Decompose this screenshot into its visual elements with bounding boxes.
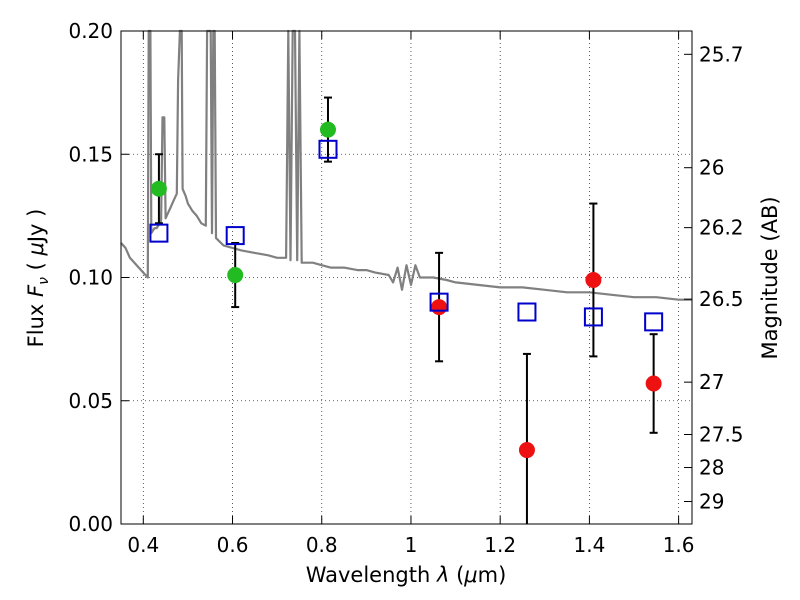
y-tick-label: 0.20 — [68, 19, 113, 43]
y-axis-label: Flux Fν ( μJy ) — [24, 209, 52, 348]
mag-tick-label: 26.5 — [699, 287, 744, 311]
spectrum-line — [120, 29, 692, 301]
mag-tick-label: 26.2 — [699, 216, 744, 240]
model-spectrum — [120, 29, 692, 301]
y2-axis-label: Magnitude (AB) — [758, 196, 782, 359]
x-tick-label: 1.4 — [573, 533, 605, 557]
x-tick-label: 0.6 — [217, 533, 249, 557]
mag-tick-label: 28 — [699, 456, 724, 480]
x-tick-label: 0.8 — [306, 533, 338, 557]
y-axis-ticks: 0.00 0.05 0.10 0.15 0.20 — [68, 19, 129, 536]
x-tick-label: 1 — [405, 533, 418, 557]
nir-flux-point — [585, 271, 602, 288]
x-axis-label: Wavelength λ (μm) — [306, 563, 507, 587]
nir-flux-point — [645, 375, 662, 392]
x-tick-label: 1.6 — [663, 533, 695, 557]
model-box-marker — [517, 302, 537, 322]
mag-tick-label: 27.5 — [699, 423, 744, 447]
magnitude-axis-ticks: 25.7 26 26.2 26.5 27 27.5 28 29 — [684, 42, 744, 514]
y-tick-label: 0.00 — [68, 512, 113, 536]
model-box-marker — [149, 223, 169, 243]
mag-tick-label: 27 — [699, 370, 724, 394]
y-tick-label: 0.10 — [68, 266, 113, 290]
model-box-marker — [644, 312, 664, 332]
x-tick-label: 0.4 — [127, 533, 159, 557]
x-tick-label: 1.2 — [484, 533, 516, 557]
model-box-marker — [429, 292, 449, 312]
model-box-marker — [583, 307, 603, 327]
mag-tick-label: 26 — [699, 156, 724, 180]
optical-flux-point — [150, 180, 167, 197]
y-tick-label: 0.05 — [68, 389, 113, 413]
nir-flux-point — [518, 442, 535, 459]
optical-flux-point — [227, 267, 244, 284]
optical-flux-point — [319, 121, 336, 138]
data-points — [149, 96, 664, 524]
mag-tick-label: 25.7 — [699, 42, 744, 66]
nir-flux-point — [431, 299, 448, 316]
y-tick-label: 0.15 — [68, 142, 113, 166]
x-axis-ticks: 0.4 0.6 0.8 1 1.2 1.4 1.6 — [127, 31, 695, 557]
model-box-marker — [225, 226, 245, 246]
mag-tick-label: 29 — [699, 490, 724, 514]
model-box-marker — [318, 139, 338, 159]
